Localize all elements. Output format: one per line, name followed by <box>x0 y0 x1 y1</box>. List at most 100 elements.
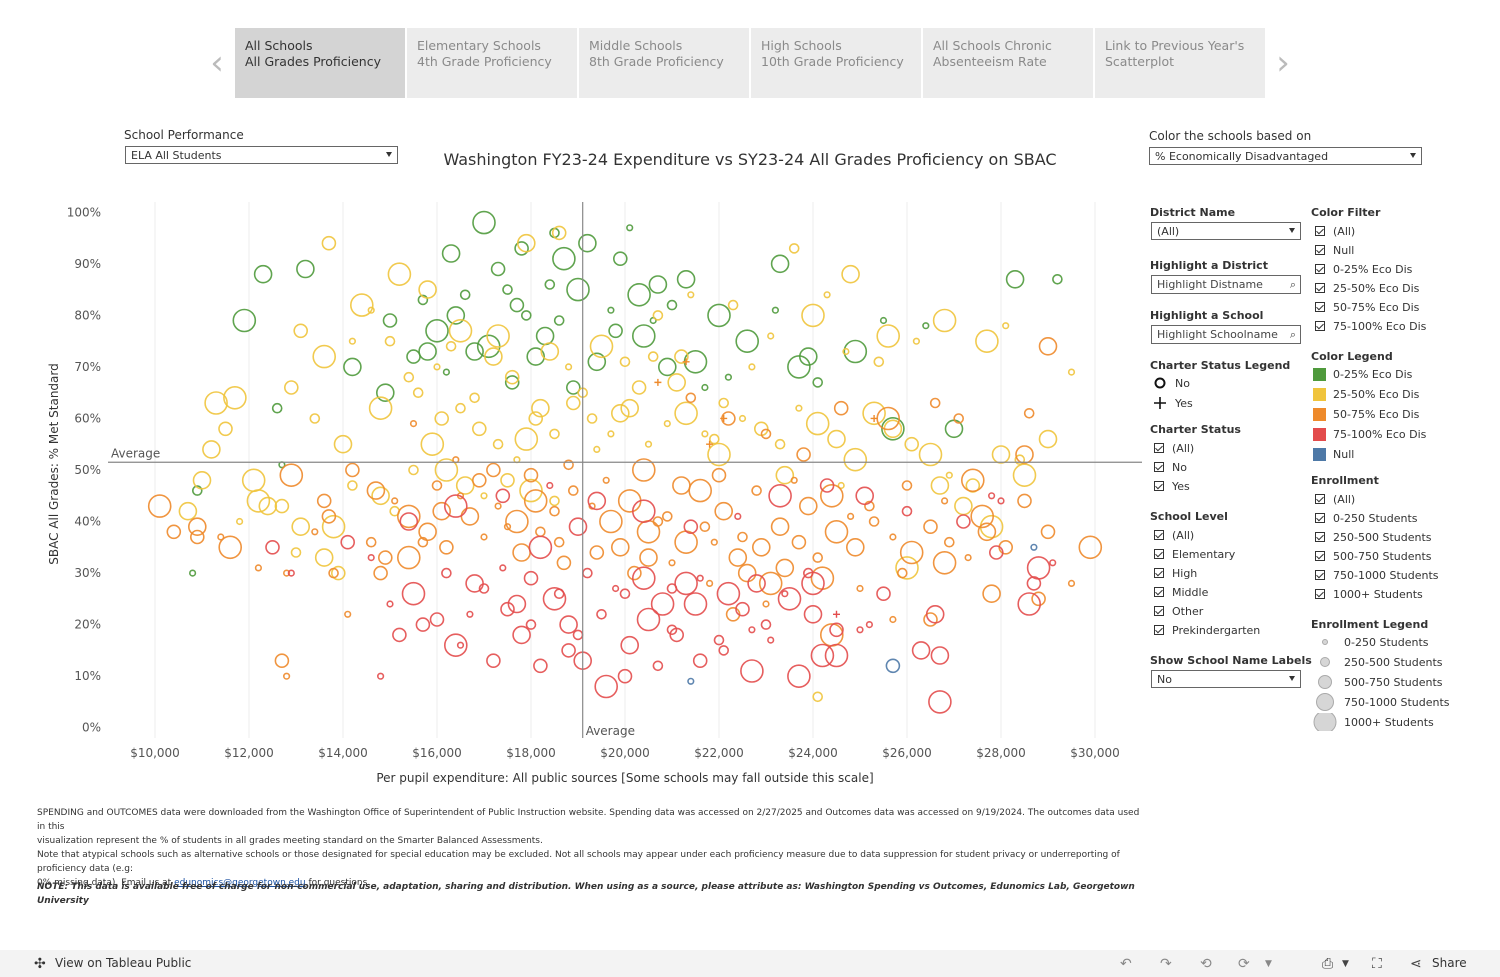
data-point <box>740 659 764 683</box>
data-point <box>460 507 480 526</box>
checkbox-checked-icon[interactable] <box>1154 481 1164 491</box>
data-point <box>768 483 792 508</box>
checkbox-checked-icon[interactable] <box>1315 570 1325 580</box>
refresh-icon[interactable]: ⟳ <box>1238 956 1250 972</box>
data-point <box>711 467 727 483</box>
checkbox-label: (All) <box>1333 224 1356 238</box>
data-point <box>692 653 708 669</box>
data-point <box>1012 463 1037 488</box>
tab-previous-year-link[interactable]: Link to Previous Year's Scatterplot <box>1095 28 1265 98</box>
checkbox-checked-icon[interactable] <box>1154 587 1164 597</box>
school-level-option[interactable]: Other <box>1154 603 1203 619</box>
data-point <box>582 567 593 579</box>
district-name-dropdown[interactable]: (All) <box>1151 222 1301 240</box>
data-point <box>565 395 581 411</box>
school-level-option[interactable]: Prekindergarten <box>1154 622 1260 638</box>
checkbox-checked-icon[interactable] <box>1154 606 1164 616</box>
data-point <box>631 566 656 591</box>
color-filter-option[interactable]: (All) <box>1315 223 1355 239</box>
school-level-option[interactable]: Middle <box>1154 584 1208 600</box>
highlight-district-input[interactable]: Highlight Distname ⌕ <box>1151 275 1301 294</box>
tab-chronic-absenteeism[interactable]: All Schools Chronic Absenteeism Rate <box>923 28 1093 98</box>
checkbox-checked-icon[interactable] <box>1315 494 1325 504</box>
data-point <box>443 633 468 658</box>
color-by-value: % Economically Disadvantaged <box>1155 150 1329 163</box>
data-point <box>1038 337 1058 356</box>
color-filter-option[interactable]: Null <box>1315 242 1354 258</box>
school-level-option[interactable]: (All) <box>1154 527 1194 543</box>
checkbox-checked-icon[interactable] <box>1315 589 1325 599</box>
tab-middle-schools[interactable]: Middle Schools 8th Grade Proficiency <box>579 28 749 98</box>
color-by-dropdown[interactable]: % Economically Disadvantaged <box>1149 147 1422 165</box>
view-on-tableau-link[interactable]: View on Tableau Public <box>55 956 192 970</box>
checkbox-checked-icon[interactable] <box>1315 513 1325 523</box>
data-point <box>767 332 775 340</box>
data-point <box>599 509 623 534</box>
school-level-option[interactable]: High <box>1154 565 1197 581</box>
enrollment-option[interactable]: (All) <box>1315 491 1355 507</box>
checkbox-label: Yes <box>1172 479 1190 493</box>
data-point <box>486 324 510 348</box>
school-level-option[interactable]: Elementary <box>1154 546 1235 562</box>
checkbox-checked-icon[interactable] <box>1154 625 1164 635</box>
tabs-prev-arrow-icon[interactable]: ‹ <box>210 43 224 83</box>
data-point <box>856 626 864 634</box>
data-point <box>734 512 742 521</box>
tabs-next-arrow-icon[interactable]: › <box>1276 43 1290 83</box>
charter-status-option[interactable]: Yes <box>1154 478 1190 494</box>
search-icon: ⌕ <box>1289 278 1296 291</box>
checkbox-checked-icon[interactable] <box>1154 549 1164 559</box>
enrollment-option[interactable]: 500-750 Students <box>1315 548 1432 564</box>
school-performance-dropdown[interactable]: ELA All Students <box>125 146 398 164</box>
highlight-school-input[interactable]: Highlight Schoolname ⌕ <box>1151 325 1301 344</box>
checkbox-checked-icon[interactable] <box>1315 264 1325 274</box>
checkbox-checked-icon[interactable] <box>1315 302 1325 312</box>
data-point <box>918 442 943 467</box>
email-link[interactable]: edunomics@georgetown.edu <box>174 878 306 888</box>
data-point <box>516 233 536 253</box>
checkbox-checked-icon[interactable] <box>1315 283 1325 293</box>
color-filter-option[interactable]: 50-75% Eco Dis <box>1315 299 1419 315</box>
tab-all-schools[interactable]: All Schools All Grades Proficiency <box>235 28 405 98</box>
enrollment-option[interactable]: 250-500 Students <box>1315 529 1432 545</box>
tab-high-schools[interactable]: High Schools 10th Grade Proficiency <box>751 28 921 98</box>
footnote-text: 0% missing data). Email us at <box>37 878 175 888</box>
charter-status-option[interactable]: No <box>1154 459 1187 475</box>
color-filter-option[interactable]: 75-100% Eco Dis <box>1315 318 1426 334</box>
checkbox-checked-icon[interactable] <box>1154 530 1164 540</box>
enrollment-option[interactable]: 750-1000 Students <box>1315 567 1439 583</box>
data-point <box>788 243 800 254</box>
data-point <box>371 486 390 506</box>
share-button[interactable]: Share <box>1432 956 1467 970</box>
enrollment-legend-label: 1000+ Students <box>1344 715 1434 729</box>
download-icon[interactable]: ⎙ <box>1322 956 1334 972</box>
checkbox-checked-icon[interactable] <box>1315 551 1325 561</box>
chevron-down-icon[interactable]: ▼ <box>1265 959 1272 969</box>
revert-icon[interactable]: ⟲ <box>1200 956 1212 972</box>
charter-status-label: Charter Status <box>1150 423 1241 436</box>
data-point <box>283 380 299 395</box>
checkbox-checked-icon[interactable] <box>1315 321 1325 331</box>
color-filter-option[interactable]: 25-50% Eco Dis <box>1315 280 1419 296</box>
data-point <box>631 458 656 482</box>
checkbox-checked-icon[interactable] <box>1154 443 1164 453</box>
enrollment-option[interactable]: 1000+ Students <box>1315 586 1423 602</box>
chevron-down-icon[interactable]: ▼ <box>1342 959 1349 969</box>
checkbox-checked-icon[interactable] <box>1315 245 1325 255</box>
tab-elementary-schools[interactable]: Elementary Schools 4th Grade Proficiency <box>407 28 577 98</box>
data-point <box>648 275 668 294</box>
checkbox-checked-icon[interactable] <box>1315 226 1325 236</box>
checkbox-checked-icon[interactable] <box>1315 532 1325 542</box>
checkbox-checked-icon[interactable] <box>1154 462 1164 472</box>
checkbox-checked-icon[interactable] <box>1154 568 1164 578</box>
data-point <box>514 427 539 451</box>
data-point <box>232 308 257 333</box>
show-labels-dropdown[interactable]: No <box>1151 670 1301 688</box>
fullscreen-icon[interactable]: ⛶ <box>1372 956 1382 972</box>
charter-status-option[interactable]: (All) <box>1154 440 1194 456</box>
redo-icon[interactable]: ↷ <box>1160 956 1172 972</box>
share-icon[interactable]: ⋖ <box>1410 956 1422 972</box>
enrollment-option[interactable]: 0-250 Students <box>1315 510 1418 526</box>
undo-icon[interactable]: ↶ <box>1120 956 1132 972</box>
color-filter-option[interactable]: 0-25% Eco Dis <box>1315 261 1412 277</box>
